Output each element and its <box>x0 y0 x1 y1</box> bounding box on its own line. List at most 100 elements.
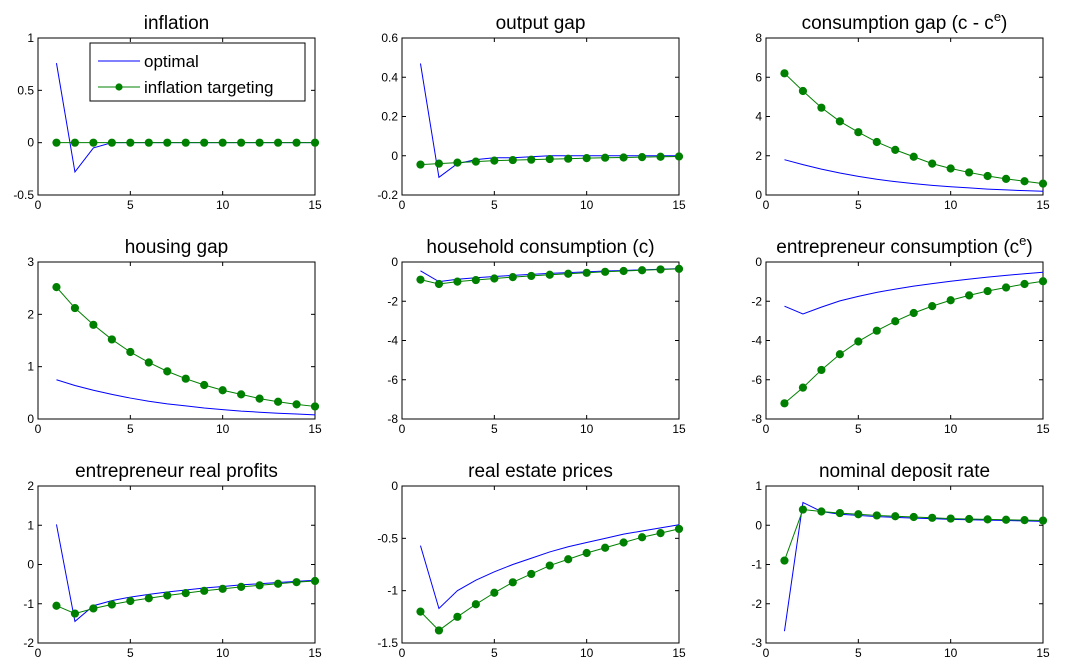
y-tick-label: -1 <box>387 584 398 598</box>
panel-title-text: housing gap <box>125 237 229 258</box>
x-tick-label: 15 <box>1036 422 1050 436</box>
y-tick-label: -8 <box>387 412 398 426</box>
data-point <box>163 591 172 600</box>
y-tick-label: 0 <box>755 518 762 532</box>
x-tick-label: 0 <box>763 646 770 660</box>
x-tick-label: 5 <box>491 646 498 660</box>
y-tick-label: 8 <box>755 31 762 45</box>
y-tick-label: -0.5 <box>377 531 398 545</box>
x-tick-label: 15 <box>308 198 322 212</box>
data-point <box>817 365 826 375</box>
data-point <box>582 548 591 558</box>
data-point <box>237 582 246 591</box>
data-point <box>310 138 320 147</box>
data-point <box>527 155 536 164</box>
data-point <box>490 588 499 597</box>
data-point <box>946 514 955 523</box>
data-point <box>434 626 444 635</box>
y-tick-label: -8 <box>751 412 762 426</box>
x-tick-label: 10 <box>944 422 958 436</box>
data-point <box>545 154 554 164</box>
x-tick-label: 10 <box>580 646 594 660</box>
data-point <box>637 266 647 275</box>
data-point <box>891 512 900 521</box>
panel-title-text: output gap <box>496 13 586 34</box>
data-point <box>200 380 209 390</box>
data-point <box>434 159 444 168</box>
data-point <box>656 152 665 161</box>
series-line-optimal <box>784 159 1044 192</box>
data-point <box>983 515 992 524</box>
y-tick-label: 1 <box>27 31 34 45</box>
data-point <box>416 160 425 169</box>
data-point <box>527 569 536 579</box>
y-tick-label: 0.2 <box>381 110 398 124</box>
panel-title: housing gap <box>125 237 229 258</box>
x-tick-label: 10 <box>580 198 594 212</box>
data-point <box>163 367 172 376</box>
data-point <box>273 138 283 147</box>
y-tick-label: 4 <box>755 110 762 124</box>
axes-box <box>37 485 316 644</box>
panel-2: consumption gap (c - ce) 0 5 10 15 0 2 4 6 8 <box>755 9 1050 212</box>
data-point <box>490 274 499 283</box>
x-tick-label: 5 <box>127 646 134 660</box>
data-point <box>434 279 444 289</box>
legend-label: optimal <box>144 52 199 71</box>
data-point <box>1038 516 1048 525</box>
y-tick-label: -1 <box>751 558 762 572</box>
data-point <box>471 275 480 285</box>
panel-title: household consumption (c) <box>426 237 654 258</box>
data-point <box>619 266 628 276</box>
x-tick-label: 0 <box>35 198 42 212</box>
panel-title-text: nominal deposit rate <box>819 461 990 482</box>
series-line-optimal <box>56 379 316 416</box>
data-point <box>582 268 591 277</box>
panel-title: output gap <box>496 13 586 34</box>
data-point <box>144 138 153 147</box>
data-point <box>255 581 264 590</box>
data-point <box>416 275 425 284</box>
data-point <box>89 320 98 329</box>
data-point <box>144 358 153 367</box>
data-point <box>126 347 135 357</box>
panel-title-text: consumption gap (c - c <box>802 13 994 34</box>
data-point <box>909 512 918 522</box>
panel-4: household consumption (c) 0 5 10 15 -8 -6 -4 -2 0 <box>387 237 686 436</box>
data-point <box>891 145 900 154</box>
data-point <box>946 164 955 173</box>
data-point <box>780 69 789 78</box>
y-tick-label: 0 <box>755 255 762 269</box>
data-point <box>163 138 172 147</box>
data-point <box>218 584 227 593</box>
axes-box <box>37 261 316 420</box>
data-point <box>89 604 98 613</box>
x-tick-label: 15 <box>672 422 686 436</box>
data-point <box>527 271 536 281</box>
data-point <box>126 138 135 147</box>
data-point <box>89 138 98 147</box>
data-point <box>107 600 116 609</box>
x-tick-label: 0 <box>399 646 406 660</box>
data-point <box>52 283 61 292</box>
data-point <box>909 152 918 161</box>
y-tick-label: 1 <box>27 360 34 374</box>
axes-box <box>401 485 680 644</box>
y-tick-label: 0 <box>755 188 762 202</box>
data-point <box>637 153 647 162</box>
y-tick-label: 0 <box>391 149 398 163</box>
data-point <box>854 337 863 346</box>
axes-box <box>765 37 1044 196</box>
data-point <box>292 578 301 587</box>
x-tick-label: 15 <box>1036 198 1050 212</box>
x-tick-label: 5 <box>491 422 498 436</box>
data-point <box>545 270 554 279</box>
panel-title-text: real estate prices <box>468 461 613 482</box>
y-tick-label: -2 <box>751 294 762 308</box>
data-point <box>181 138 190 147</box>
data-point <box>70 609 80 618</box>
panel-title-end: ) <box>1001 13 1007 34</box>
x-tick-label: 10 <box>944 198 958 212</box>
